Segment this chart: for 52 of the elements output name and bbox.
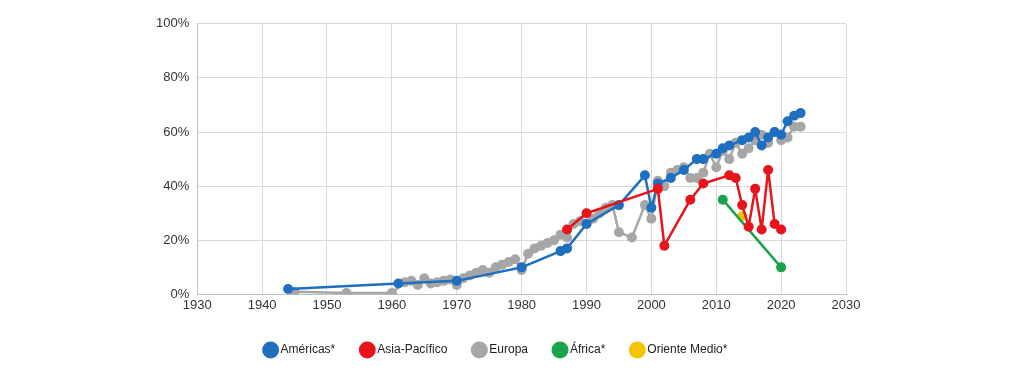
point [581, 208, 592, 219]
point [763, 132, 774, 143]
point [756, 224, 767, 235]
x-tick-label: 1980 [507, 296, 537, 312]
legend-label: Asia-Pacífico [377, 342, 448, 357]
point [717, 194, 728, 205]
point [743, 221, 754, 232]
point [451, 275, 462, 286]
y-tick-label: 100% [156, 15, 190, 31]
point [562, 243, 573, 254]
y-tick-label: 80% [163, 69, 190, 85]
point [737, 200, 748, 211]
legend-label: África* [570, 341, 606, 357]
point [711, 148, 722, 159]
point [769, 219, 780, 230]
x-tick-label: 1950 [312, 296, 342, 312]
point [646, 202, 657, 213]
point [776, 224, 787, 235]
y-tick-label: 20% [163, 231, 190, 247]
x-tick-label: 2020 [766, 296, 796, 312]
y-tick-label: 0% [170, 285, 190, 301]
point [776, 129, 787, 140]
x-tick-label: 1960 [377, 296, 407, 312]
point [795, 108, 806, 119]
x-tick-label: 1990 [572, 296, 601, 312]
point [562, 224, 573, 235]
y-tick-label: 60% [163, 123, 190, 139]
point [776, 262, 787, 273]
point [393, 278, 404, 289]
point [750, 183, 761, 194]
legend-label: Américas* [280, 342, 336, 357]
point [283, 283, 294, 294]
point [763, 164, 774, 175]
point [782, 116, 793, 127]
point [652, 183, 663, 194]
point [665, 173, 676, 184]
x-tick-label: 2030 [831, 296, 861, 312]
x-tick-label: 2010 [701, 296, 731, 312]
x-tick-label: 1970 [442, 296, 472, 312]
point [750, 127, 761, 138]
point [698, 178, 709, 189]
point [730, 173, 741, 184]
point [724, 140, 735, 151]
point [659, 240, 670, 251]
y-tick-label: 40% [163, 177, 190, 193]
point [756, 140, 767, 151]
point [685, 194, 696, 205]
legend-label: Europa [489, 342, 529, 357]
legend-label: Oriente Medio* [647, 342, 728, 357]
point [639, 170, 650, 181]
x-tick-label: 1940 [247, 296, 277, 312]
x-tick-label: 2000 [636, 296, 666, 312]
